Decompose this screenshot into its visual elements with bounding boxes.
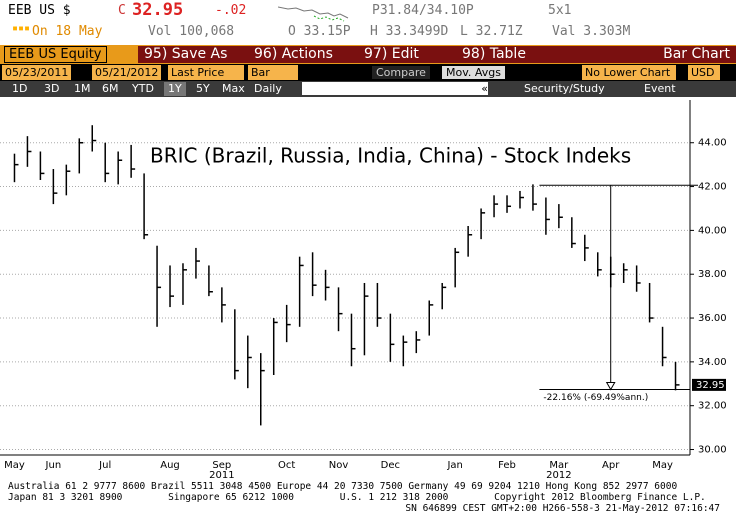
range[interactable]: 1Y [164,82,186,96]
end-date[interactable]: 05/21/2012 [92,65,162,80]
x-tick-label: Oct [278,460,295,471]
security[interactable]: EEB US Equity [4,46,107,63]
range[interactable]: 6M [102,82,119,95]
open: O 33.15P [288,24,351,39]
low: L 32.71Z [460,24,523,39]
date: On 18 May [32,24,103,39]
footer-line: Australia 61 2 9777 8600 Brazil 5511 304… [8,481,678,492]
y-tick-label: 44.00 [698,138,727,149]
field[interactable]: Last Price [168,65,244,80]
chart: BRIC (Brazil, Russia, India, China) - St… [0,97,736,481]
volume: Vol 100,068 [148,24,235,39]
year-label: 2011 [209,470,234,481]
menu-bar: EEB US Equity 95) Save As 96) Actions 97… [0,45,736,64]
measure-label: -22.16% (-69.49%ann.) [543,393,648,403]
value: Val 3.303M [552,24,631,39]
x-tick-label: Sep [212,460,231,471]
range[interactable]: 1D [12,82,28,95]
last-price-label: 32.95 [696,380,725,391]
x-tick-label: Jun [45,460,62,471]
menu-button[interactable]: 97) Edit [358,46,456,63]
y-tick-label: 36.00 [698,313,727,324]
y-tick-label: 38.00 [698,269,727,280]
x-tick-label: May [4,460,25,471]
stats-row: ▪▪▪ On 18 May Vol 100,068 O 33.15P H 33.… [0,22,736,44]
y-tick-label: 30.00 [698,445,727,456]
range[interactable]: 5Y [196,82,210,95]
start-date[interactable]: 05/23/2011 [2,65,72,80]
range[interactable]: Max [222,82,245,95]
x-tick-label: Jan [446,460,462,471]
range[interactable]: 3D [44,82,60,95]
price: 32.95 [132,0,184,20]
x-tick-label: Apr [602,460,620,471]
quote-row: EEB US $ C 32.95 -.02 P31.84/34.10P 5x1 [0,0,736,22]
last-price-box [692,378,726,391]
event[interactable]: Event [644,82,676,95]
ticker: EEB US $ [8,3,71,18]
period-bar: 1D 3D 1M 6M YTD 1Y 5Y Max Daily « Securi… [0,81,736,97]
change: -.02 [215,3,247,18]
style[interactable]: Bar [248,65,298,80]
footer: Australia 61 2 9777 8600 Brazil 5511 304… [8,481,720,514]
arrow-head [605,381,616,391]
footer-line: Japan 81 3 3201 8900 Singapore 65 6212 1… [8,492,706,503]
currency[interactable]: USD [688,65,720,80]
range[interactable]: 1M [74,82,91,95]
footer-line: SN 646899 CEST GMT+2:00 H266-558-3 21-Ma… [405,503,720,514]
collapse[interactable]: « [302,82,488,95]
x-tick-label: Dec [381,460,400,471]
y-tick-label: 42.00 [698,182,727,193]
x-tick-label: May [652,460,673,471]
x-tick-label: Aug [160,460,180,471]
controls-bar: 05/23/2011 05/21/2012 Last Price Bar Com… [0,64,736,81]
x-tick-label: Feb [498,460,516,471]
menu-button[interactable]: 98) Table [456,46,554,63]
year-label: 2012 [546,470,571,481]
price-prefix: C [118,3,126,18]
frequency[interactable]: Daily [254,82,282,95]
sparkline [278,6,349,22]
y-tick-label: 32.00 [698,401,727,412]
menu-button[interactable]: 96) Actions [248,46,358,63]
compare[interactable]: Compare [372,66,430,79]
chart-title: BRIC (Brazil, Russia, India, China) - St… [150,144,631,168]
y-tick-label: 40.00 [698,225,727,236]
chart-background [0,97,736,481]
size: 5x1 [548,3,572,18]
range[interactable]: YTD [132,82,154,95]
menu-button[interactable]: 95) Save As [138,46,248,63]
bid-ask: P31.84/34.10P [372,3,474,18]
high: H 33.3499D [370,24,449,39]
x-tick-label: Nov [329,460,349,471]
x-tick-label: Jul [98,460,111,471]
study[interactable]: Security/Study [524,82,605,95]
view[interactable]: Bar Chart [554,46,736,63]
marker: ▪▪▪ [12,23,31,34]
x-tick-label: Mar [549,460,569,471]
lower-chart[interactable]: No Lower Chart [582,65,676,80]
averages[interactable]: Mov. Avgs [442,66,505,79]
y-tick-label: 34.00 [698,357,727,368]
